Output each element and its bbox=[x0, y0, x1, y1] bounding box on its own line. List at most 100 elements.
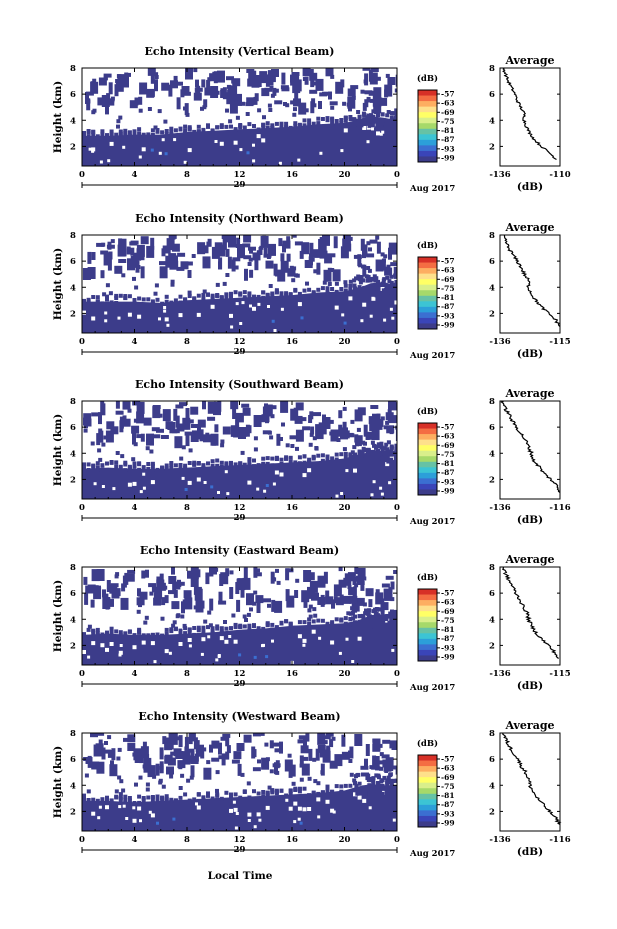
echo-cell bbox=[389, 740, 397, 749]
echo-cell bbox=[90, 81, 95, 90]
echo-cell bbox=[142, 741, 147, 754]
echo-cell bbox=[134, 782, 138, 787]
echo-cell bbox=[91, 295, 96, 299]
echo-cell bbox=[371, 428, 380, 441]
echo-cell bbox=[348, 617, 353, 621]
echo-cell bbox=[193, 605, 198, 610]
gap-cell bbox=[389, 307, 393, 311]
echo-cell bbox=[107, 258, 112, 271]
echo-cell bbox=[394, 460, 397, 465]
echo-cell bbox=[235, 419, 240, 428]
echo-cell bbox=[247, 78, 256, 87]
echo-cell bbox=[394, 123, 397, 128]
gap-cell bbox=[265, 805, 270, 810]
echo-cell bbox=[161, 82, 170, 91]
echo-cell bbox=[224, 124, 229, 129]
echo-cell bbox=[356, 118, 361, 123]
echo-cell bbox=[254, 258, 259, 271]
echo-cell bbox=[246, 97, 255, 106]
colorbar-segment bbox=[418, 804, 437, 811]
echo-cell bbox=[210, 128, 215, 133]
echo-cell bbox=[319, 237, 328, 241]
echo-cell bbox=[375, 589, 380, 598]
echo-cell bbox=[373, 278, 378, 283]
colorbar-segment bbox=[418, 301, 437, 308]
echo-cell bbox=[365, 115, 370, 120]
echo-cell bbox=[375, 101, 380, 106]
echo-cell bbox=[160, 795, 165, 800]
echo-cell bbox=[384, 287, 388, 292]
echo-cell bbox=[268, 284, 273, 288]
echo-cell bbox=[355, 773, 360, 778]
colorbar-tick-label: -57 bbox=[441, 257, 455, 266]
gap-cell bbox=[226, 492, 230, 496]
echo-cell bbox=[184, 488, 188, 491]
echo-cell bbox=[325, 784, 330, 789]
colorbar-tick-label: -87 bbox=[441, 634, 455, 643]
echo-cell bbox=[183, 130, 188, 135]
echo-cell bbox=[326, 748, 331, 753]
gap-cell bbox=[82, 310, 86, 315]
colorbar-segment bbox=[418, 472, 437, 479]
echo-cell bbox=[108, 291, 113, 296]
echo-cell bbox=[389, 282, 394, 287]
echo-cell bbox=[285, 103, 290, 108]
gap-cell bbox=[142, 472, 146, 476]
echo-cell bbox=[114, 794, 119, 799]
echo-cell bbox=[176, 423, 185, 432]
echo-cell bbox=[114, 293, 119, 298]
colorbar-segment bbox=[418, 312, 437, 319]
echo-cell bbox=[379, 624, 384, 629]
date-label: 29 bbox=[234, 180, 246, 190]
echo-cell bbox=[280, 401, 289, 413]
echo-cell bbox=[380, 602, 389, 611]
echo-cell bbox=[363, 424, 368, 437]
gap-cell bbox=[307, 468, 312, 473]
gap-cell bbox=[345, 469, 349, 473]
echo-cell bbox=[109, 300, 114, 305]
echo-cell bbox=[256, 294, 261, 299]
echo-cell bbox=[354, 434, 359, 443]
gap-cell bbox=[127, 312, 132, 317]
echo-cell bbox=[194, 87, 203, 92]
echo-cell bbox=[233, 792, 238, 797]
echo-cell bbox=[196, 744, 204, 757]
echo-cell bbox=[307, 460, 312, 465]
gap-cell bbox=[132, 481, 137, 486]
colorbar-tick-label: -93 bbox=[441, 643, 455, 652]
echo-cell bbox=[274, 456, 279, 461]
gap-cell bbox=[150, 480, 155, 485]
echo-cell bbox=[211, 90, 220, 95]
echo-cell bbox=[161, 248, 166, 257]
echo-cell bbox=[390, 581, 395, 590]
gap-cell bbox=[311, 629, 316, 634]
echo-cell bbox=[267, 70, 276, 83]
gap-cell bbox=[196, 312, 201, 317]
date-label: 29 bbox=[234, 347, 246, 357]
echo-cell bbox=[394, 279, 397, 284]
profile-title: Average bbox=[504, 553, 554, 566]
echo-cell bbox=[118, 795, 123, 800]
echo-cell bbox=[382, 739, 391, 744]
gap-cell bbox=[235, 812, 239, 815]
echo-cell bbox=[233, 462, 238, 467]
echo-cell bbox=[132, 633, 137, 638]
echo-cell bbox=[87, 755, 92, 768]
colorbar-segment bbox=[418, 445, 437, 452]
echo-cell bbox=[252, 767, 261, 772]
echo-cell bbox=[137, 588, 141, 597]
echo-cell bbox=[378, 425, 383, 430]
echo-cell bbox=[369, 116, 374, 121]
echo-cell bbox=[145, 782, 150, 787]
gap-cell bbox=[188, 644, 192, 648]
echo-cell bbox=[357, 614, 362, 619]
echo-cell bbox=[267, 785, 272, 790]
echo-cell bbox=[362, 117, 367, 122]
echo-cell bbox=[247, 262, 252, 266]
echo-cell bbox=[313, 269, 318, 274]
echo-cell bbox=[133, 442, 138, 447]
echo-cell bbox=[143, 757, 152, 770]
echo-cell bbox=[147, 107, 152, 111]
echo-cell bbox=[306, 572, 315, 581]
